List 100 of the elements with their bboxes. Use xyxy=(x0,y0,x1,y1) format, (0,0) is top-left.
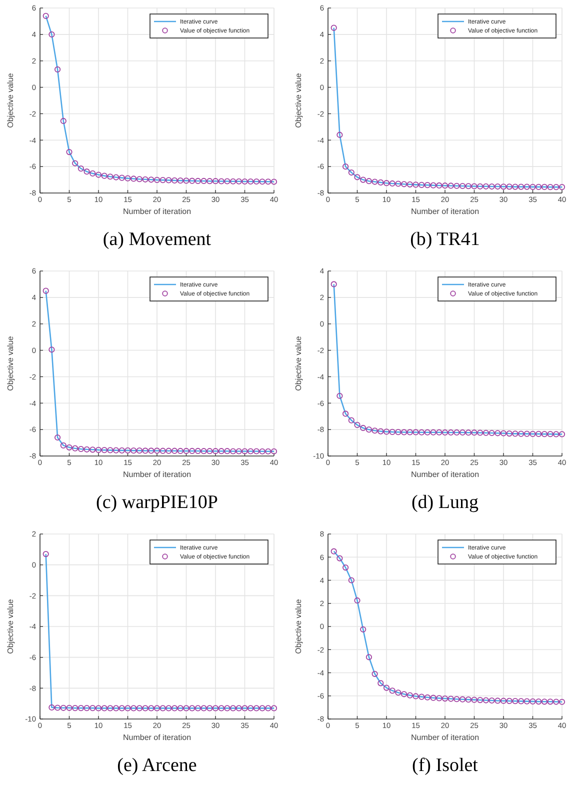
point xyxy=(454,429,460,436)
x-axis-title: Number of iteration xyxy=(122,470,192,479)
point xyxy=(160,448,166,454)
point xyxy=(372,670,378,677)
point xyxy=(84,705,90,712)
point xyxy=(378,179,384,186)
point xyxy=(330,548,337,554)
point xyxy=(348,169,354,176)
point xyxy=(389,428,396,435)
point xyxy=(488,430,495,436)
point xyxy=(477,183,484,190)
point xyxy=(401,181,408,188)
point xyxy=(136,448,142,454)
point xyxy=(200,448,207,454)
point xyxy=(348,417,354,424)
point xyxy=(118,174,125,181)
point xyxy=(248,705,254,712)
point xyxy=(500,430,507,436)
point xyxy=(465,430,472,436)
point xyxy=(553,184,560,190)
point xyxy=(553,698,560,705)
point xyxy=(512,698,518,704)
point xyxy=(406,181,413,188)
point xyxy=(78,446,84,452)
point xyxy=(488,183,495,190)
point xyxy=(448,696,454,702)
point xyxy=(541,698,548,705)
point xyxy=(212,448,219,454)
point xyxy=(460,429,466,436)
point xyxy=(518,430,524,437)
point xyxy=(136,705,142,712)
point xyxy=(259,448,266,454)
point xyxy=(95,705,102,712)
point xyxy=(248,178,254,185)
point xyxy=(136,176,142,182)
point xyxy=(242,178,248,185)
point xyxy=(84,446,90,452)
point xyxy=(236,705,242,712)
point xyxy=(442,182,448,189)
point xyxy=(506,430,512,437)
point xyxy=(418,694,425,700)
point xyxy=(48,704,55,710)
point xyxy=(265,705,272,712)
point xyxy=(395,690,402,696)
point xyxy=(512,430,518,437)
text: (a) Movement xyxy=(102,229,212,250)
point xyxy=(218,448,224,454)
point xyxy=(148,176,154,183)
point xyxy=(336,392,343,399)
point xyxy=(95,446,102,453)
point xyxy=(130,705,137,712)
point xyxy=(506,184,512,190)
point xyxy=(212,705,219,712)
point xyxy=(471,696,478,703)
point xyxy=(558,431,566,438)
point xyxy=(148,448,154,454)
point xyxy=(66,704,72,711)
point xyxy=(107,705,114,712)
point xyxy=(166,705,172,712)
point xyxy=(354,174,360,180)
point xyxy=(383,684,390,691)
point xyxy=(482,697,489,704)
point xyxy=(536,430,542,437)
point xyxy=(236,448,242,454)
text: (c) warpPIE10P xyxy=(96,492,218,513)
point xyxy=(54,704,61,711)
point xyxy=(78,705,84,712)
point xyxy=(259,178,266,185)
point xyxy=(72,445,78,452)
point xyxy=(230,448,236,454)
point xyxy=(206,448,213,454)
point xyxy=(436,695,442,702)
point xyxy=(224,448,230,454)
point xyxy=(465,183,472,190)
point xyxy=(412,429,419,436)
point xyxy=(183,448,190,454)
point xyxy=(342,164,349,170)
point xyxy=(406,692,413,698)
point xyxy=(177,705,184,712)
y-axis-title: Objective value xyxy=(294,72,303,128)
point xyxy=(206,705,213,712)
point xyxy=(172,705,178,712)
point xyxy=(424,182,430,188)
point xyxy=(118,705,125,712)
point xyxy=(160,705,166,712)
point xyxy=(412,182,419,188)
point xyxy=(348,577,354,584)
point xyxy=(124,175,131,182)
point xyxy=(107,174,114,180)
text: (b) TR41 xyxy=(410,229,480,250)
point xyxy=(547,431,554,438)
point xyxy=(160,177,166,184)
point xyxy=(360,176,366,183)
point xyxy=(558,184,566,190)
point xyxy=(265,448,272,454)
point xyxy=(406,429,413,436)
point xyxy=(236,178,242,184)
point xyxy=(84,168,90,175)
point xyxy=(336,132,343,138)
text: (f) Isolet xyxy=(412,755,479,776)
